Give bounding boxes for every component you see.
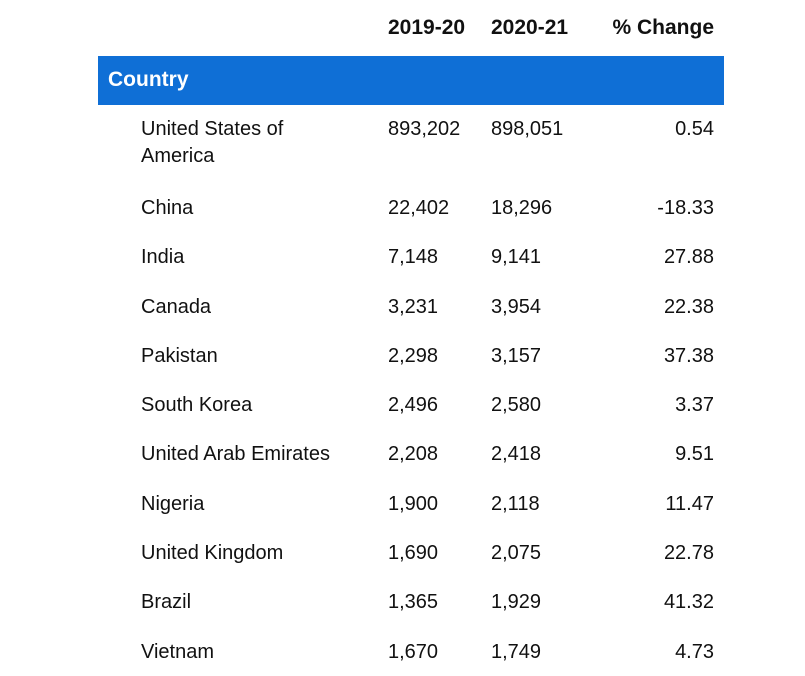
table-row: India 7,148 9,141 27.88 <box>98 233 724 282</box>
percent-change-cell: 9.51 <box>675 443 714 466</box>
value-2019-20-cell: 1,670 <box>388 640 439 663</box>
percent-change-cell: -18.33 <box>657 197 714 219</box>
country-cell: India <box>141 246 185 269</box>
country-cell: Pakistan <box>141 344 218 367</box>
country-group-header: Country <box>98 56 724 105</box>
value-2020-21-cell: 2,418 <box>491 443 542 466</box>
value-2020-21-cell: 3,157 <box>491 344 542 367</box>
value-2019-20-cell: 3,231 <box>388 295 439 318</box>
percent-change-cell: 37.38 <box>663 344 714 367</box>
percent-change-cell: 3.37 <box>675 394 714 417</box>
percent-change-cell: 22.78 <box>663 542 714 565</box>
value-2020-21-cell: 2,580 <box>491 394 542 417</box>
value-2019-20-cell: 1,690 <box>388 542 439 565</box>
country-cell: Vietnam <box>141 640 215 663</box>
country-cell: United Arab Emirates <box>141 443 330 466</box>
value-2019-20-cell: 2,298 <box>388 344 439 367</box>
table-row: Canada 3,231 3,954 22.38 <box>98 283 724 332</box>
country-cell: South Korea <box>141 394 253 417</box>
table-row: United Kingdom 1,690 2,075 22.78 <box>98 529 724 578</box>
value-2019-20-cell: 22,402 <box>388 197 450 219</box>
value-2020-21-cell: 1,749 <box>491 640 542 663</box>
country-cell: China <box>141 197 194 219</box>
value-2019-20-cell: 893,202 <box>388 118 461 140</box>
percent-change-cell: 0.54 <box>675 118 714 140</box>
value-2020-21-cell: 1,929 <box>491 591 542 614</box>
country-group-label: Country <box>108 68 189 91</box>
column-header-percent-change: % Change <box>612 16 714 39</box>
value-2020-21-cell: 898,051 <box>491 118 564 140</box>
percent-change-cell: 22.38 <box>663 295 714 318</box>
percent-change-cell: 27.88 <box>663 246 714 269</box>
enrollment-table: 2019-20 2020-21 % Change Country United … <box>98 0 724 676</box>
country-cell: Canada <box>141 295 212 318</box>
column-header-2020-21: 2020-21 <box>491 16 569 39</box>
table-row: South Korea 2,496 2,580 3.37 <box>98 381 724 430</box>
value-2019-20-cell: 1,900 <box>388 492 439 515</box>
table-row: United States of America 893,202 898,051 0.… <box>98 105 724 184</box>
table-row: Vietnam 1,670 1,749 4.73 <box>98 628 724 676</box>
column-header-row: 2019-20 2020-21 % Change <box>98 0 724 56</box>
table-row: United Arab Emirates 2,208 2,418 9.51 <box>98 430 724 479</box>
country-cell: United States of America <box>141 118 284 167</box>
table-row: Pakistan 2,298 3,157 37.38 <box>98 332 724 381</box>
table-body: United States of America 893,202 898,051 0.… <box>98 105 724 676</box>
value-2020-21-cell: 18,296 <box>491 197 553 219</box>
value-2019-20-cell: 2,496 <box>388 394 439 417</box>
value-2019-20-cell: 1,365 <box>388 591 439 614</box>
table-row: China 22,402 18,296 -18.33 <box>98 184 724 233</box>
table-row: Brazil 1,365 1,929 41.32 <box>98 578 724 627</box>
country-cell: United Kingdom <box>141 542 284 565</box>
column-header-2019-20: 2019-20 <box>388 16 466 39</box>
value-2019-20-cell: 7,148 <box>388 246 439 269</box>
value-2020-21-cell: 2,118 <box>491 492 540 515</box>
value-2020-21-cell: 9,141 <box>491 246 542 269</box>
country-cell: Nigeria <box>141 492 205 515</box>
percent-change-cell: 41.32 <box>663 591 714 614</box>
percent-change-cell: 11.47 <box>665 492 714 515</box>
value-2020-21-cell: 2,075 <box>491 542 542 565</box>
value-2019-20-cell: 2,208 <box>388 443 439 466</box>
value-2020-21-cell: 3,954 <box>491 295 542 318</box>
table-row: Nigeria 1,900 2,118 11.47 <box>98 480 724 529</box>
percent-change-cell: 4.73 <box>675 640 714 663</box>
country-cell: Brazil <box>141 591 192 614</box>
